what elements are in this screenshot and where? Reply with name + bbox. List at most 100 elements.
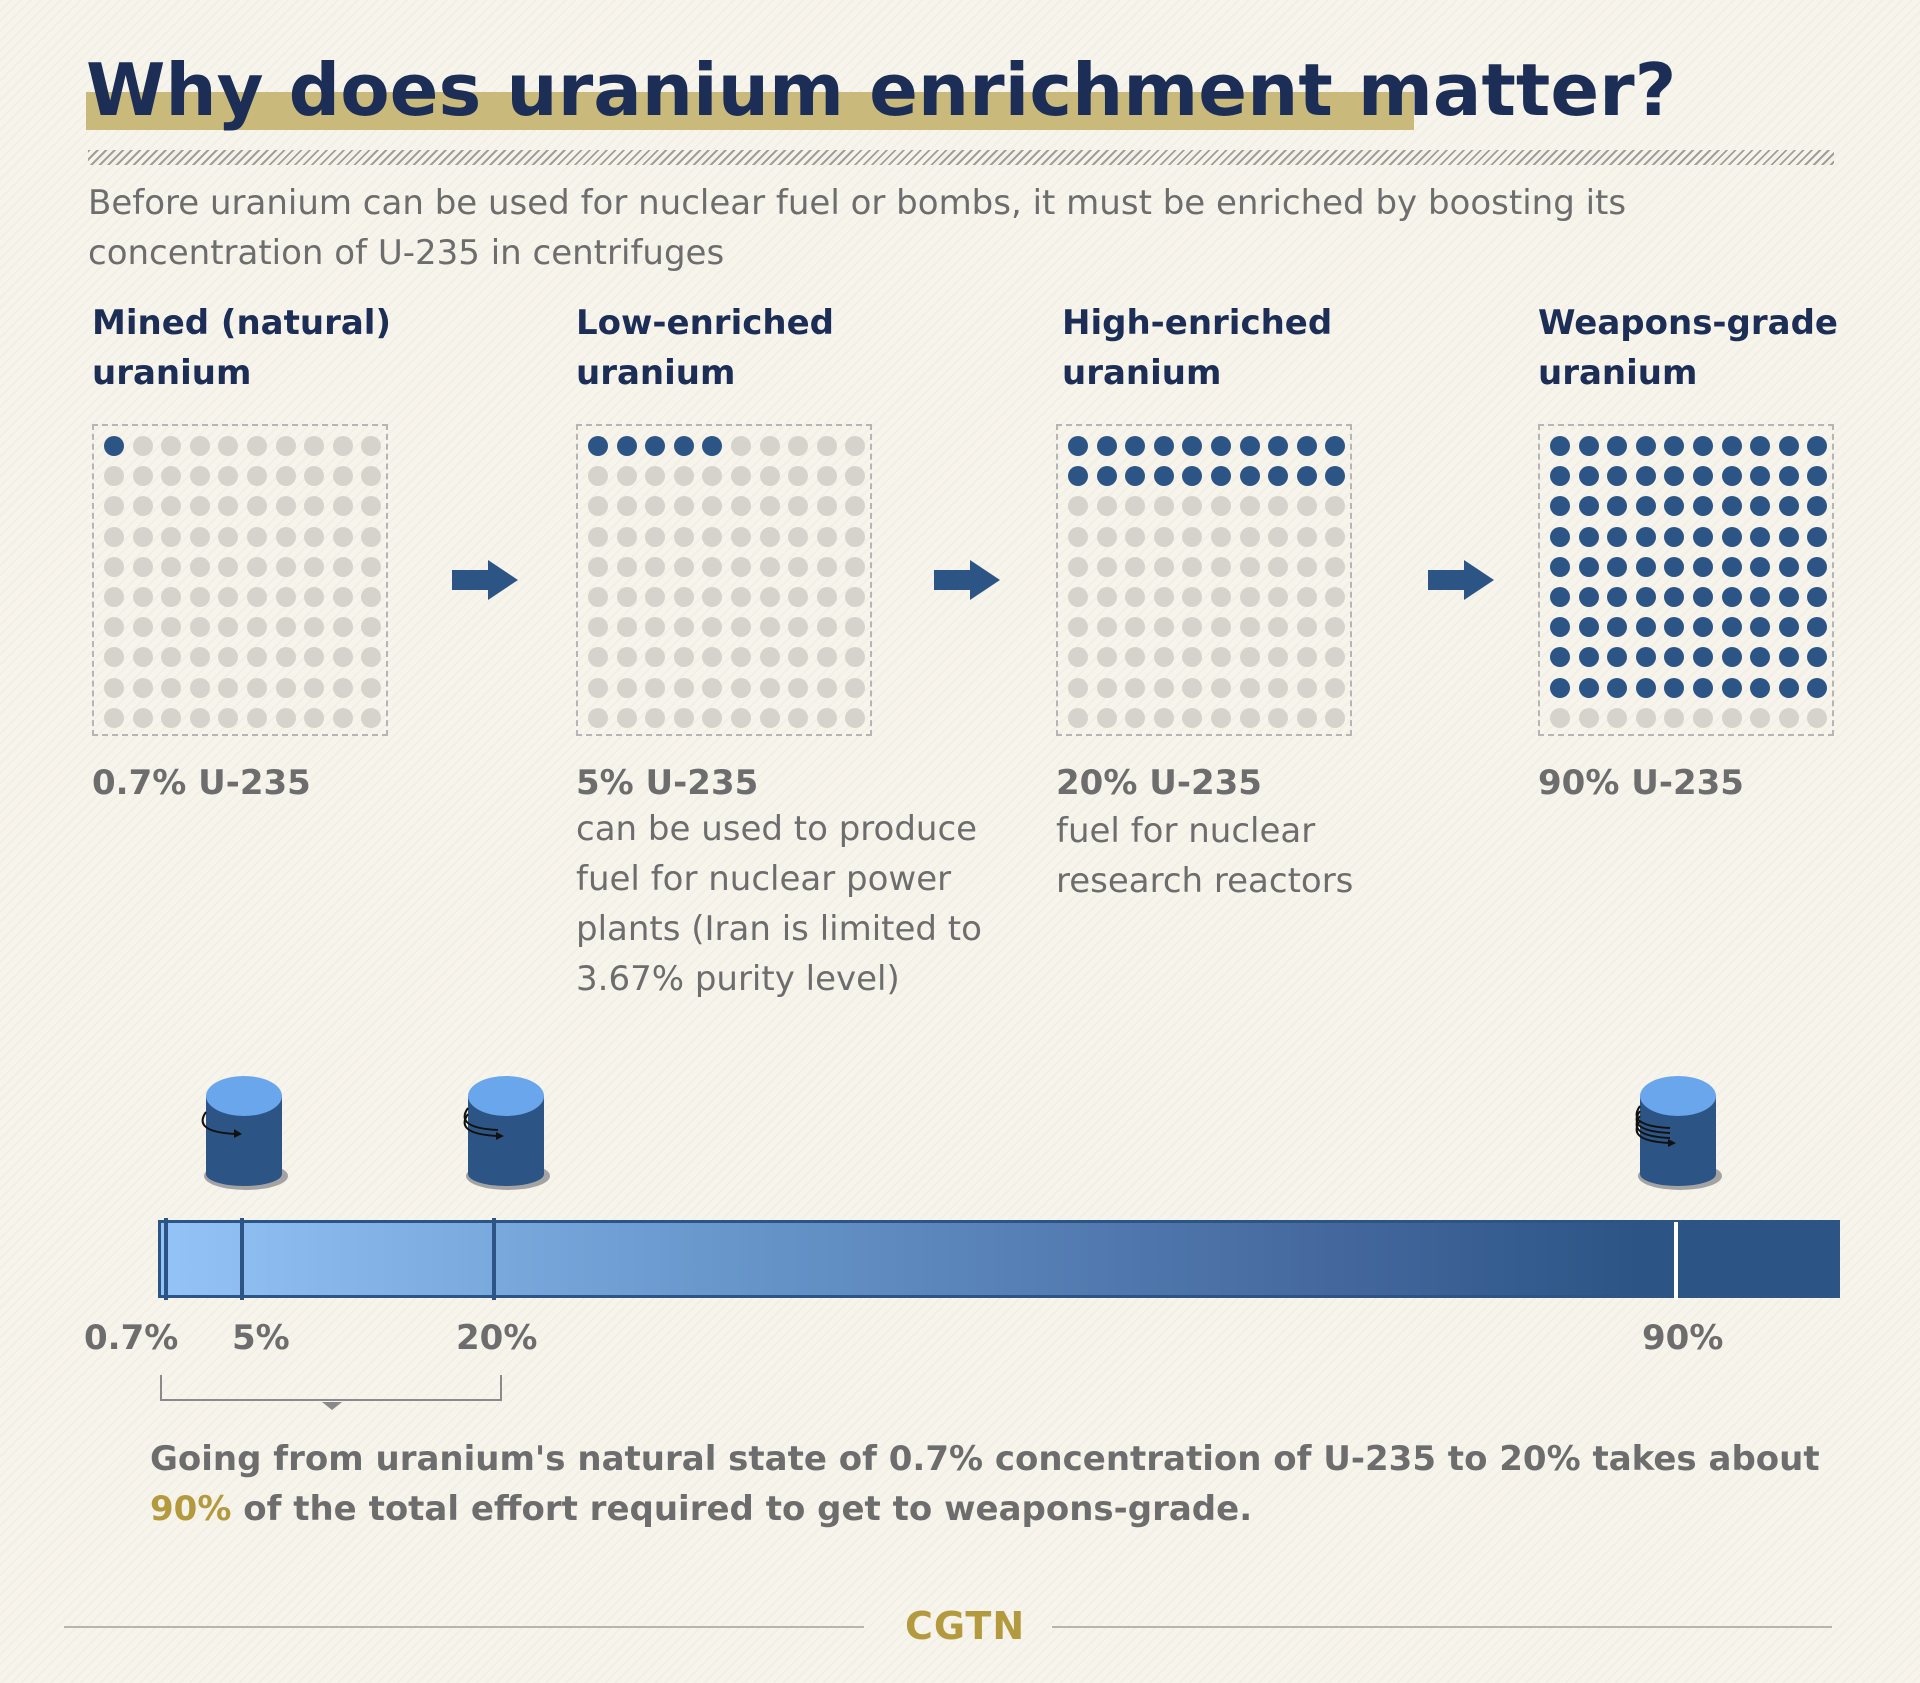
u238-dot — [1182, 677, 1203, 698]
u235-dot — [1096, 466, 1117, 487]
u238-dot — [218, 647, 239, 668]
u238-dot — [702, 496, 723, 517]
u238-dot — [788, 647, 809, 668]
u238-dot — [361, 617, 382, 638]
u238-dot — [645, 496, 666, 517]
u235-dot — [1578, 526, 1599, 547]
u238-dot — [1325, 587, 1346, 607]
u238-dot — [1211, 617, 1231, 638]
u238-dot — [759, 466, 780, 487]
u238-dot — [104, 677, 124, 698]
u235-dot — [1750, 587, 1771, 607]
u235-dot — [1296, 466, 1317, 487]
u238-dot — [788, 707, 809, 728]
u238-dot — [673, 677, 694, 698]
dot-grid-mined — [92, 424, 388, 736]
u238-dot — [132, 587, 153, 607]
u238-dot — [1125, 496, 1146, 517]
u238-dot — [189, 556, 210, 577]
bracket-pointer-icon — [322, 1402, 342, 1410]
u235-dot — [1268, 466, 1289, 487]
u238-dot — [1268, 647, 1289, 668]
u238-dot — [845, 526, 866, 547]
enrichment-scale-bar — [158, 1220, 1840, 1298]
cgtn-logo: CGTN — [905, 1604, 1026, 1648]
stage-percent: 20% U-235 — [1056, 763, 1262, 803]
u238-dot — [332, 496, 353, 517]
u238-dot — [275, 496, 296, 517]
range-bracket — [160, 1375, 502, 1401]
u238-dot — [304, 466, 325, 487]
u235-dot — [1607, 556, 1628, 577]
u238-dot — [247, 617, 267, 638]
u238-dot — [1268, 677, 1289, 698]
u238-dot — [731, 617, 751, 638]
u238-dot — [588, 556, 608, 577]
u238-dot — [104, 617, 124, 638]
u238-dot — [616, 707, 637, 728]
u235-dot — [1125, 466, 1146, 487]
u235-dot — [1807, 617, 1828, 638]
u238-dot — [275, 677, 296, 698]
u238-dot — [132, 526, 153, 547]
u235-dot — [1664, 647, 1685, 668]
stage-title: Low-enriched uranium — [576, 303, 834, 393]
u235-dot — [1550, 436, 1570, 456]
u238-dot — [1182, 556, 1203, 577]
u238-dot — [161, 647, 182, 668]
u235-dot — [1693, 617, 1713, 638]
u235-dot — [1125, 436, 1146, 456]
u238-dot — [1325, 496, 1346, 517]
u238-dot — [361, 707, 382, 728]
u238-dot — [218, 677, 239, 698]
u238-dot — [247, 556, 267, 577]
u238-dot — [731, 647, 751, 668]
u235-dot — [1664, 436, 1685, 456]
u235-dot — [1778, 556, 1799, 577]
u235-dot — [1182, 436, 1203, 456]
u235-dot — [1750, 526, 1771, 547]
stage-weapons-grade: Weapons-grade uranium — [1538, 298, 1898, 398]
u238-dot — [275, 526, 296, 547]
u235-dot — [1664, 587, 1685, 607]
u235-dot — [1578, 436, 1599, 456]
u238-dot — [275, 556, 296, 577]
u238-dot — [132, 556, 153, 577]
u238-dot — [1182, 587, 1203, 607]
footer-rule — [64, 1626, 864, 1628]
u235-dot — [1635, 677, 1656, 698]
u238-dot — [132, 677, 153, 698]
u238-dot — [788, 617, 809, 638]
u238-dot — [247, 436, 267, 456]
u238-dot — [1268, 617, 1289, 638]
u238-dot — [731, 707, 751, 728]
u238-dot — [1125, 707, 1146, 728]
u238-dot — [1182, 647, 1203, 668]
u238-dot — [1664, 707, 1685, 728]
u238-dot — [1693, 707, 1713, 728]
u235-dot — [1750, 677, 1771, 698]
u238-dot — [1068, 647, 1088, 668]
u238-dot — [1296, 617, 1317, 638]
u238-dot — [616, 587, 637, 607]
u238-dot — [731, 496, 751, 517]
u238-dot — [816, 466, 837, 487]
u238-dot — [1296, 556, 1317, 577]
stage-title: Weapons-grade uranium — [1538, 303, 1838, 393]
u238-dot — [788, 556, 809, 577]
u238-dot — [702, 556, 723, 577]
u235-dot — [1750, 496, 1771, 517]
u238-dot — [361, 647, 382, 668]
u238-dot — [1268, 707, 1289, 728]
u235-dot — [1778, 436, 1799, 456]
u238-dot — [816, 496, 837, 517]
u238-dot — [845, 436, 866, 456]
u238-dot — [702, 647, 723, 668]
u238-dot — [361, 556, 382, 577]
u235-dot — [1693, 526, 1713, 547]
u238-dot — [275, 436, 296, 456]
u238-dot — [1268, 526, 1289, 547]
u235-dot — [1153, 466, 1174, 487]
u238-dot — [218, 617, 239, 638]
